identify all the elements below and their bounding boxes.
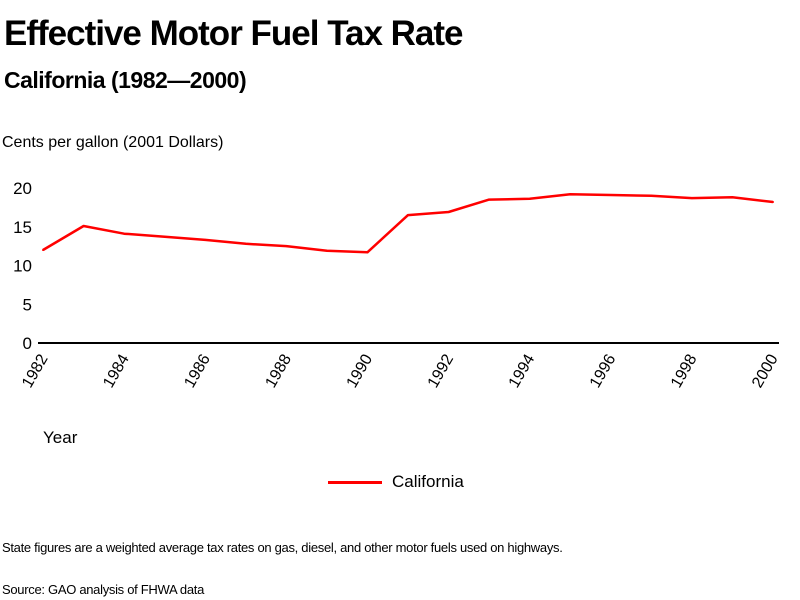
legend-swatch-california (328, 480, 382, 484)
y-tick-label: 5 (23, 295, 32, 314)
y-tick-label: 15 (13, 218, 32, 237)
x-tick-label: 1990 (344, 351, 377, 390)
data-point (690, 197, 693, 200)
source-note: Source: GAO analysis of FHWA data (2, 582, 205, 597)
x-tick-label: 1994 (506, 351, 539, 390)
x-tick-labels: 1982 1984 1986 1988 1990 1992 1994 1996 1998 2000 (19, 351, 782, 390)
y-tick-labels: 0 5 10 15 20 (13, 179, 32, 353)
x-tick-label: 2000 (749, 351, 782, 390)
data-point (204, 238, 207, 241)
data-point (366, 251, 369, 254)
data-point (123, 232, 126, 235)
data-point (244, 242, 247, 245)
data-point (650, 194, 653, 197)
series-line-california (42, 192, 774, 254)
y-tick-label: 10 (13, 257, 32, 276)
y-axis-label: Cents per gallon (2001 Dollars) (2, 134, 224, 151)
data-point (407, 214, 409, 217)
legend-label-california: California (392, 472, 464, 491)
data-point (325, 249, 328, 252)
x-tick-label: 1992 (425, 351, 458, 390)
data-point (42, 249, 44, 251)
footnote: State figures are a weighted average tax… (2, 540, 563, 555)
chart-title: Effective Motor Fuel Tax Rate (4, 14, 464, 53)
x-axis-label: Year (43, 428, 78, 447)
data-point (772, 200, 774, 203)
line-chart: 0 5 10 15 20 1982 1984 1986 1988 1990 1992 1994 199… (13, 179, 782, 391)
legend: California (328, 472, 464, 492)
data-point (163, 235, 166, 238)
data-point (569, 193, 572, 196)
x-tick-label: 1996 (587, 351, 620, 390)
chart-subtitle: California (1982—2000) (4, 67, 247, 93)
data-point (447, 211, 450, 214)
data-point (82, 224, 85, 227)
x-tick-label: 1988 (262, 351, 295, 390)
data-point (285, 245, 288, 248)
series-group (42, 192, 774, 254)
data-point (488, 198, 491, 201)
x-tick-label: 1984 (100, 351, 133, 390)
y-tick-label: 0 (23, 334, 32, 353)
y-tick-label: 20 (13, 179, 32, 198)
x-tick-label: 1986 (181, 351, 214, 390)
data-point (731, 196, 734, 199)
data-point (609, 193, 612, 196)
x-tick-label: 1998 (668, 351, 701, 390)
x-tick-label: 1982 (19, 351, 52, 390)
data-point (528, 197, 531, 200)
